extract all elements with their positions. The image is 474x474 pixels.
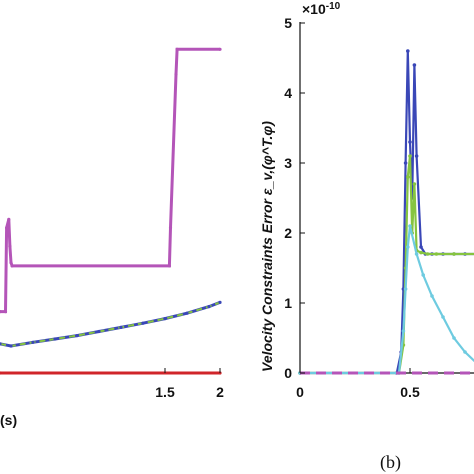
right-series-point [406, 245, 410, 249]
right-x-tick-labels: 0 0.5 [296, 368, 420, 400]
left-series-point [168, 226, 173, 230]
right-series-point [412, 63, 417, 67]
left-series-point [218, 300, 222, 304]
left-series-point [218, 47, 222, 51]
left-series-point [185, 311, 189, 315]
left-series-overlay-1 [0, 301, 221, 348]
left-series-point [7, 217, 11, 221]
right-series-point [441, 315, 445, 319]
right-y-tick-labels: 0 1 2 3 4 5 [284, 15, 305, 381]
right-series-point [430, 294, 434, 298]
right-y-scale-text: ×10-10 [302, 1, 341, 17]
right-series-point [414, 154, 419, 158]
right-series-line-2 [300, 225, 474, 375]
right-series-point [406, 49, 410, 53]
left-series-point [9, 344, 13, 348]
left-x-tick-labels: 1.5 2 [155, 368, 224, 400]
right-series-point [408, 140, 412, 144]
left-series-line-1 [0, 300, 221, 348]
left-series-point [163, 317, 167, 321]
left-series-point [8, 244, 12, 248]
right-y-tick-label: 0 [284, 365, 292, 381]
right-series-point [414, 252, 419, 256]
left-series-point [31, 340, 35, 344]
left-series-point [119, 325, 123, 329]
right-x-tick-label: 0 [296, 384, 304, 400]
right-series-point [408, 154, 412, 158]
right-series-point [425, 252, 430, 256]
right-series-point [403, 161, 408, 165]
right-series-point [421, 273, 426, 277]
left-series-point [5, 226, 9, 230]
left-series-point [141, 321, 145, 325]
right-series-point [419, 245, 423, 249]
right-series-line-1 [300, 155, 474, 375]
right-y-tick-label: 2 [284, 225, 292, 241]
left-series-point [0, 310, 2, 314]
left-series-point [97, 329, 101, 334]
right-y-tick-label: 5 [284, 15, 292, 31]
left-series-point [167, 264, 171, 268]
right-series-point [463, 350, 467, 354]
right-series-point [452, 336, 456, 340]
right-y-axis-label: Velocity Constraints Error ε_v,(φ^T.φ) [259, 121, 275, 372]
left-series-line-0 [0, 47, 220, 314]
right-y-tick-label: 1 [284, 295, 292, 311]
right-y-tick-label: 4 [284, 85, 292, 101]
right-series-point [403, 287, 408, 291]
right-series-point [412, 182, 417, 186]
left-series-point [3, 310, 8, 314]
left-x-tick-label: 1.5 [155, 384, 175, 400]
left-panel: 1.5 2 (s) [0, 47, 224, 428]
left-series-point [0, 342, 2, 346]
right-x-tick-label: 0.5 [400, 384, 420, 400]
left-series-point [207, 305, 211, 309]
right-series-point [452, 252, 456, 256]
left-x-axis-label: (s) [0, 412, 17, 428]
right-series-point [408, 224, 412, 228]
left-series-point [0, 371, 2, 375]
left-series-point [53, 337, 57, 341]
right-series-point [434, 252, 439, 256]
panel-caption: (b) [380, 452, 401, 473]
right-plot-area [298, 49, 474, 375]
left-series-point [175, 47, 179, 51]
right-series-point [406, 175, 410, 179]
left-series-point [10, 264, 14, 268]
left-x-tick-label: 2 [216, 384, 224, 400]
right-series-point [419, 250, 423, 255]
left-series-point [9, 261, 13, 265]
right-y-tick-label: 3 [284, 155, 292, 171]
left-plot-area [0, 47, 222, 375]
right-series-point [401, 329, 406, 333]
left-series-point [174, 72, 178, 76]
left-series-point [75, 334, 79, 338]
